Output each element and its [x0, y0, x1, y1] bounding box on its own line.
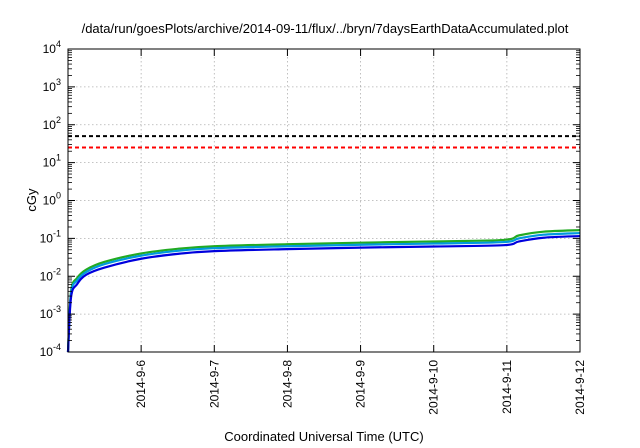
series-line [66, 231, 581, 353]
x-tick-label: 2014-9-6 [134, 360, 148, 408]
chart-title: /data/run/goesPlots/archive/2014-09-11/f… [82, 21, 569, 36]
grid [68, 49, 580, 352]
y-tick-label: 101 [43, 153, 61, 170]
x-axis: 2014-9-6 2014-9-7 2014-9-8 2014-9-9 2014-9-1… [134, 49, 587, 415]
series-line [66, 229, 581, 353]
y-tick-label: 10-1 [40, 228, 61, 245]
x-tick-label: 2014-9-10 [427, 360, 441, 415]
x-tick-label: 2014-9-8 [280, 360, 294, 408]
y-tick-label: 100 [43, 191, 61, 208]
x-tick-label: 2014-9-7 [207, 360, 221, 408]
threshold-lines [68, 135, 580, 149]
x-tick-label: 2014-9-12 [573, 360, 587, 415]
y-tick-label: 10-2 [40, 266, 61, 283]
x-tick-label: 2014-9-9 [354, 360, 368, 408]
series-line [66, 234, 581, 353]
y-axis-label: cGy [24, 188, 39, 212]
series-lines [66, 229, 581, 353]
x-axis-label: Coordinated Universal Time (UTC) [224, 429, 423, 444]
y-tick-label: 103 [43, 77, 61, 94]
y-tick-label: 102 [43, 115, 61, 132]
x-tick-label: 2014-9-11 [500, 360, 514, 414]
y-tick-label: 10-3 [40, 304, 61, 321]
y-tick-label: 104 [43, 39, 61, 56]
y-tick-label: 10-4 [40, 342, 61, 359]
y-axis: 10-4 10-3 10-2 10-1 100 101 102 103 104 [40, 39, 580, 359]
